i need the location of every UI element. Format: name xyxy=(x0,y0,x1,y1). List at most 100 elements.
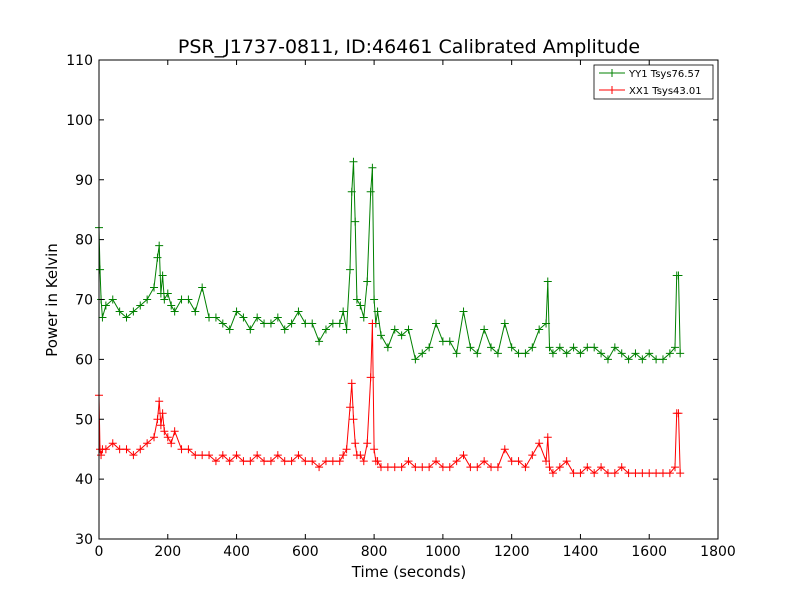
data-point xyxy=(397,463,406,472)
data-point xyxy=(260,319,269,328)
data-point xyxy=(349,415,358,424)
data-point xyxy=(163,433,172,442)
data-point xyxy=(397,331,406,340)
data-point xyxy=(363,277,372,286)
data-point xyxy=(562,457,571,466)
data-point xyxy=(156,289,165,298)
data-point xyxy=(674,409,683,418)
x-tick-label: 1400 xyxy=(563,544,599,560)
y-axis-label: Power in Kelvin xyxy=(43,243,61,357)
x-tick-label: 1800 xyxy=(700,544,736,560)
legend-marker-1 xyxy=(608,86,616,94)
data-point xyxy=(280,457,289,466)
data-point xyxy=(542,319,551,328)
data-point xyxy=(425,343,434,352)
x-tick-label: 200 xyxy=(154,544,181,560)
data-point xyxy=(280,325,289,334)
data-point xyxy=(466,343,475,352)
data-point xyxy=(645,349,654,358)
data-point xyxy=(366,187,375,196)
data-point xyxy=(590,343,599,352)
plot-frame xyxy=(98,59,719,540)
y-tick-label: 30 xyxy=(75,532,93,548)
data-point xyxy=(665,349,674,358)
data-point xyxy=(260,457,269,466)
legend-label-xx1: XX1 Tsys43.01 xyxy=(629,86,702,97)
data-point xyxy=(96,265,105,274)
data-point xyxy=(155,397,164,406)
data-point xyxy=(266,319,275,328)
data-point xyxy=(346,403,355,412)
y-tick-label: 90 xyxy=(75,173,93,189)
data-point xyxy=(346,265,355,274)
data-point xyxy=(528,451,537,460)
data-point xyxy=(158,409,167,418)
legend-box xyxy=(593,64,714,100)
data-point xyxy=(335,457,344,466)
data-point xyxy=(652,469,661,478)
data-point xyxy=(115,307,124,316)
data-point xyxy=(363,439,372,448)
data-point xyxy=(590,469,599,478)
data-point xyxy=(535,325,544,334)
data-point xyxy=(404,457,413,466)
data-point xyxy=(543,433,552,442)
data-point xyxy=(211,457,220,466)
data-point xyxy=(198,451,207,460)
data-point xyxy=(610,343,619,352)
data-point xyxy=(507,343,516,352)
data-point xyxy=(153,253,162,262)
data-point xyxy=(597,349,606,358)
data-point xyxy=(624,355,633,364)
data-point xyxy=(676,469,685,478)
data-point xyxy=(376,463,385,472)
data-point xyxy=(445,337,454,346)
data-point xyxy=(514,349,523,358)
x-tick-label: 1600 xyxy=(631,544,667,560)
data-point xyxy=(425,463,434,472)
data-point xyxy=(184,295,193,304)
data-point xyxy=(438,337,447,346)
data-point xyxy=(253,313,262,322)
data-point xyxy=(545,343,554,352)
data-point xyxy=(287,457,296,466)
data-point xyxy=(368,319,377,328)
data-point xyxy=(473,349,482,358)
data-point xyxy=(542,457,551,466)
data-point xyxy=(603,469,612,478)
data-point xyxy=(631,349,640,358)
data-point xyxy=(342,325,351,334)
data-point xyxy=(97,451,106,460)
data-point xyxy=(383,463,392,472)
data-point xyxy=(548,469,557,478)
data-point xyxy=(184,445,193,454)
data-point xyxy=(356,301,365,310)
data-point xyxy=(543,277,552,286)
legend: YY1 Tsys76.57 XX1 Tsys43.01 xyxy=(593,64,714,100)
data-point xyxy=(122,445,131,454)
data-point xyxy=(466,463,475,472)
data-point xyxy=(352,295,361,304)
data-point xyxy=(674,271,683,280)
data-point xyxy=(569,469,578,478)
data-point xyxy=(452,349,461,358)
data-point xyxy=(122,313,131,322)
data-point xyxy=(315,337,324,346)
data-point xyxy=(359,313,368,322)
data-point xyxy=(273,451,282,460)
data-point xyxy=(603,355,612,364)
y-tick-label: 60 xyxy=(75,352,93,368)
data-point xyxy=(658,355,667,364)
data-point xyxy=(373,307,382,316)
data-point xyxy=(143,439,152,448)
x-tick-label: 0 xyxy=(95,544,104,560)
data-point xyxy=(287,319,296,328)
data-point xyxy=(545,463,554,472)
y-tick-label: 110 xyxy=(66,53,93,69)
data-point xyxy=(211,313,220,322)
data-point xyxy=(335,319,344,328)
data-point xyxy=(617,349,626,358)
data-point xyxy=(160,295,169,304)
data-point xyxy=(191,307,200,316)
